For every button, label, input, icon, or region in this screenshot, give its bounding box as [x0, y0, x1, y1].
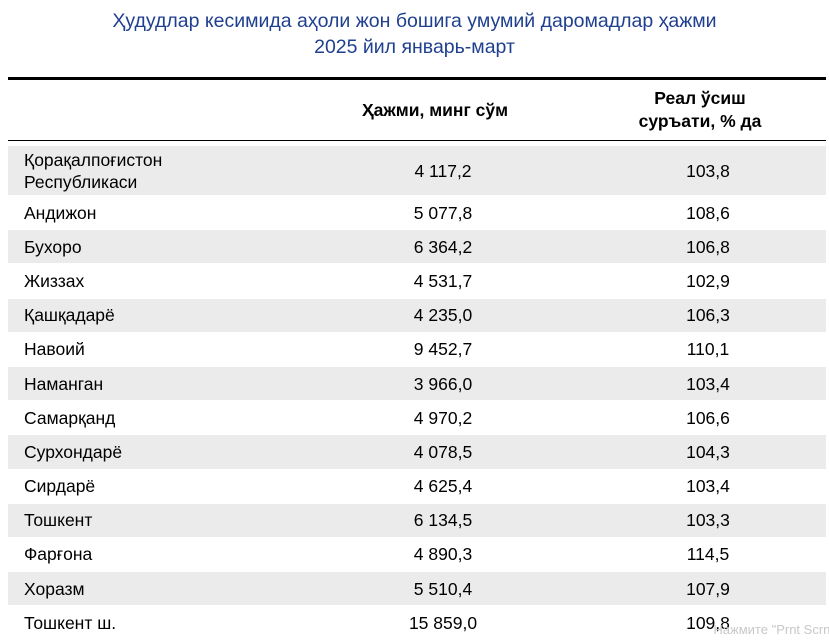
column-header-growth-line-1: Реал ўсиш	[654, 88, 746, 108]
table-top-rule	[8, 77, 826, 80]
volume-cell: 5 510,4	[413, 578, 473, 599]
region-name-cell: Андижон	[24, 202, 97, 223]
table-row: Навоий 9 452,7 110,1	[8, 333, 826, 367]
title-line-2: 2025 йил январь-март	[314, 36, 515, 58]
volume-cell: 4 970,2	[413, 407, 473, 428]
region-name-cell: Қорақалпоғистон Республикаси	[24, 149, 163, 192]
page-title: Ҳудудлар кесимида аҳоли жон бошига умуми…	[0, 8, 829, 60]
growth-cell: 103,3	[686, 510, 730, 531]
growth-cell: 114,5	[686, 544, 730, 565]
volume-cell: 6 364,2	[413, 236, 473, 257]
region-name-cell: Хоразм	[24, 578, 85, 599]
table-row: Сурхондарё 4 078,5 104,3	[8, 435, 826, 470]
volume-cell: 4 890,3	[413, 544, 473, 565]
growth-cell: 103,8	[686, 160, 730, 181]
growth-cell: 103,4	[686, 476, 730, 497]
table-body: Қорақалпоғистон Республикаси 4 117,2 103,8…	[8, 146, 826, 641]
table-row: Наманган 3 966,0 103,4	[8, 366, 826, 402]
volume-cell: 3 966,0	[413, 373, 473, 394]
region-name-cell: Навоий	[24, 339, 85, 360]
table-row: Қорақалпоғистон Республикаси 4 117,2 103,8	[8, 146, 826, 196]
table-row: Тошкент ш. 15 859,0 109,8	[8, 606, 826, 641]
growth-cell: 104,3	[686, 441, 730, 462]
volume-cell: 4 117,2	[414, 160, 472, 181]
growth-cell: 103,4	[686, 373, 730, 394]
growth-cell: 102,9	[686, 270, 730, 291]
growth-cell: 108,6	[686, 202, 730, 223]
region-name-cell: Самарқанд	[24, 407, 116, 428]
table-row: Самарқанд 4 970,2 106,6	[8, 401, 826, 436]
volume-cell: 9 452,7	[413, 339, 473, 360]
table-row: Қашқадарё 4 235,0 106,3	[8, 298, 826, 333]
table-row: Андижон 5 077,8 108,6	[8, 196, 826, 231]
growth-cell: 106,6	[686, 407, 730, 428]
volume-cell: 5 077,8	[413, 202, 473, 223]
growth-cell: 106,3	[686, 305, 730, 326]
region-name-cell: Сирдарё	[24, 476, 96, 497]
growth-cell: 106,8	[686, 236, 730, 257]
region-name-cell: Қашқадарё	[24, 305, 115, 326]
region-name-cell: Жиззах	[24, 270, 85, 291]
title-line-1: Ҳудудлар кесимида аҳоли жон бошига умуми…	[112, 10, 717, 32]
region-name-cell: Наманган	[24, 373, 104, 394]
volume-cell: 6 134,5	[413, 510, 473, 531]
table-row: Хоразм 5 510,4 107,9	[8, 572, 826, 607]
table-row: Тошкент 6 134,5 103,3	[8, 503, 826, 538]
watermark: Нажмите "Prnt Scrn"	[713, 622, 829, 637]
table-row: Сирдарё 4 625,4 103,4	[8, 470, 826, 504]
region-name-cell: Тошкент ш.	[24, 612, 117, 633]
column-header-volume: Ҳажми, минг сўм	[361, 100, 509, 120]
table-row: Фарғона 4 890,3 114,5	[8, 538, 826, 573]
table-header-rule	[8, 140, 826, 141]
region-name-cell: Сурхондарё	[24, 441, 123, 462]
volume-cell: 15 859,0	[408, 612, 478, 633]
growth-cell: 110,1	[686, 339, 730, 360]
column-header-growth: Реал ўсиш суръати, % да	[575, 87, 825, 133]
growth-cell: 107,9	[686, 578, 730, 599]
volume-cell: 4 235,0	[413, 305, 473, 326]
table-row: Бухоро 6 364,2 106,8	[8, 230, 826, 265]
region-name-cell: Тошкент	[24, 510, 93, 531]
table-row: Жиззах 4 531,7 102,9	[8, 264, 826, 299]
volume-cell: 4 078,5	[413, 441, 473, 462]
region-name-cell: Бухоро	[24, 236, 82, 257]
volume-cell: 4 531,7	[413, 270, 473, 291]
column-header-growth-line-2: суръати, % да	[638, 111, 762, 131]
region-name-cell: Фарғона	[24, 544, 93, 565]
growth-cell: 109,8	[686, 612, 730, 633]
volume-cell: 4 625,4	[413, 476, 473, 497]
